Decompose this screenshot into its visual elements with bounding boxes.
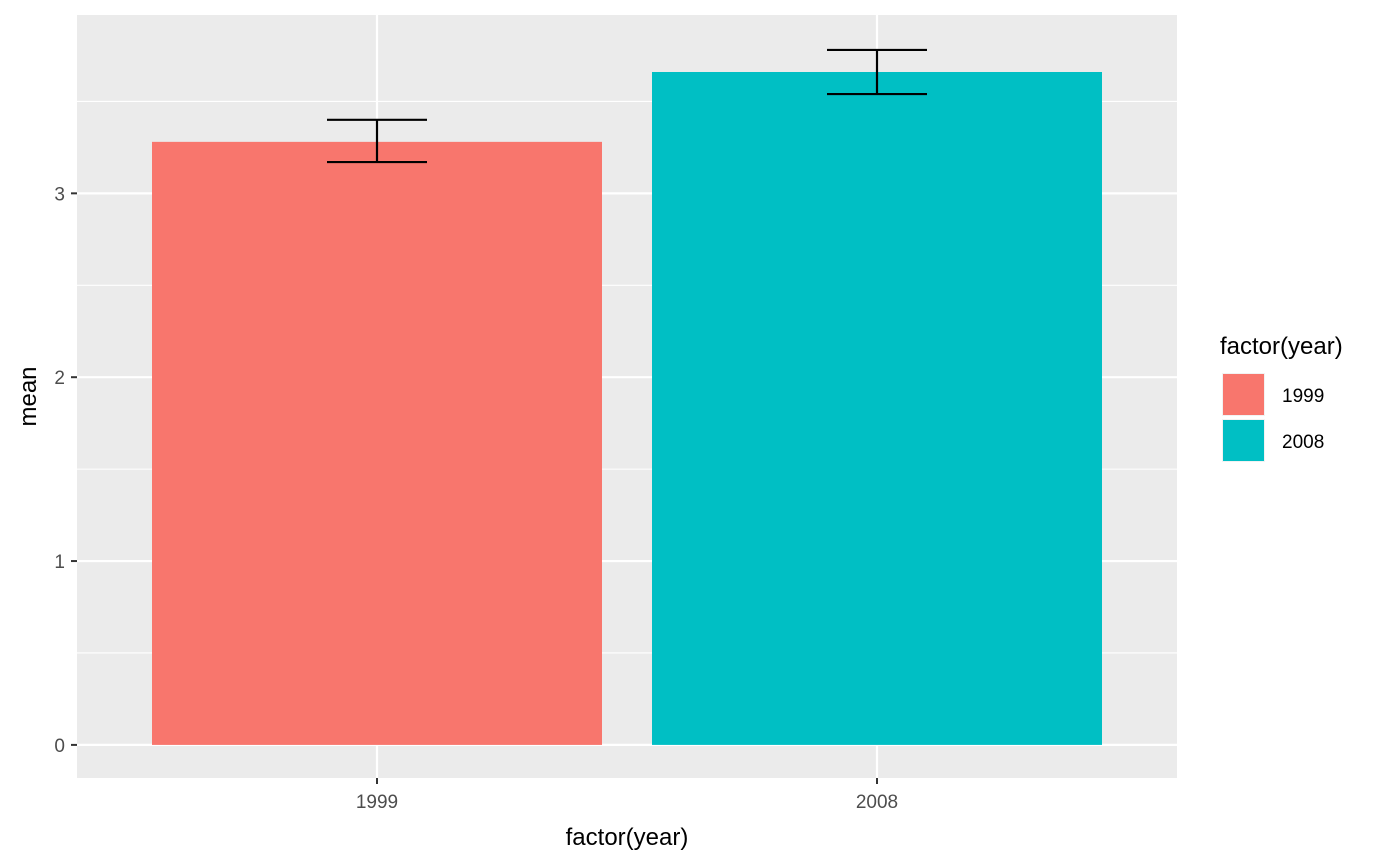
y-tick-label: 2	[54, 368, 65, 389]
error-bar-2008	[827, 48, 927, 96]
legend-item-1999: 1999	[1222, 373, 1324, 416]
legend-label: 1999	[1282, 386, 1324, 407]
bar-2008	[652, 71, 1102, 745]
legend-label: 2008	[1282, 432, 1324, 453]
error-bar-1999	[327, 118, 427, 164]
x-axis: 1999 2008	[356, 778, 898, 813]
legend-swatch	[1223, 420, 1264, 461]
x-tick-label: 2008	[856, 792, 898, 813]
x-tick-label: 1999	[356, 792, 398, 813]
y-tick-label: 3	[54, 184, 65, 205]
y-tick-label: 1	[54, 552, 65, 573]
error-bars	[327, 48, 927, 164]
y-axis: 0 1 2 3	[54, 184, 77, 757]
y-axis-title: mean	[15, 366, 42, 426]
y-tick-label: 0	[54, 736, 65, 757]
legend-item-2008: 2008	[1222, 419, 1324, 462]
legend-title: factor(year)	[1220, 333, 1343, 360]
x-axis-title: factor(year)	[566, 824, 689, 851]
bar-1999	[152, 141, 602, 745]
legend: factor(year) 1999 2008	[1220, 333, 1343, 462]
legend-swatch	[1223, 374, 1264, 415]
bars	[152, 71, 1102, 745]
